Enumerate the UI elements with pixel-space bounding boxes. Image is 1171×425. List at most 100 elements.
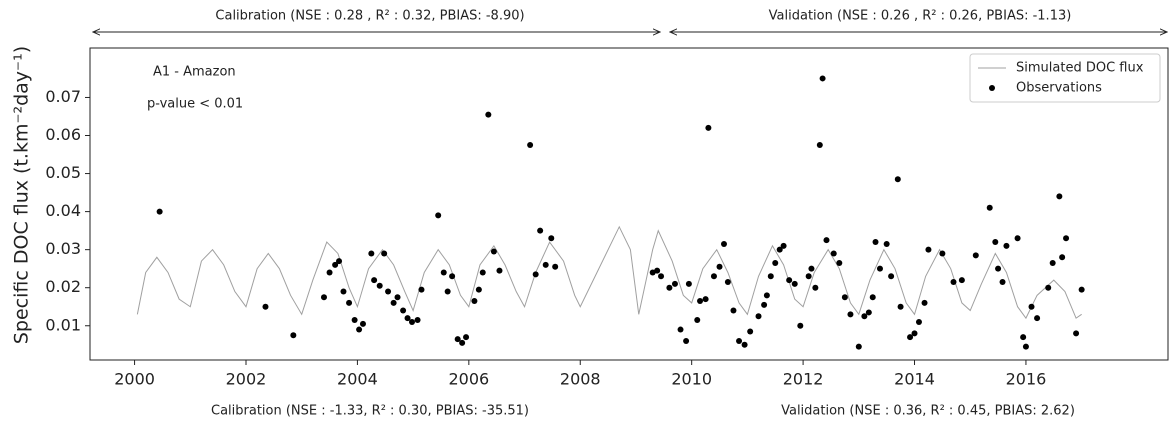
observation-point (776, 246, 783, 253)
observation-point (435, 212, 442, 219)
y-tick-label: 0.06 (45, 125, 81, 144)
observation-point (847, 311, 854, 318)
observation-point (1078, 286, 1085, 293)
y-tick-label: 0.05 (45, 163, 81, 182)
observation-point (894, 176, 901, 183)
observation-point (702, 296, 709, 303)
legend-swatch (989, 85, 995, 91)
observation-point (972, 252, 979, 259)
observation-point (921, 299, 928, 306)
observation-point (772, 259, 779, 266)
legend-label: Observations (1016, 81, 1102, 96)
observation-point (418, 286, 425, 293)
observation-point (336, 258, 343, 265)
observation-point (694, 317, 701, 324)
x-tick-label: 2004 (337, 370, 378, 389)
observation-point (836, 259, 843, 266)
observation-point (666, 284, 673, 291)
simulated-line (136, 225, 1082, 320)
x-tick-label: 2008 (560, 370, 601, 389)
observation-point (496, 267, 503, 274)
observation-point (390, 299, 397, 306)
observation-point (958, 277, 965, 284)
top-label: Validation (NSE : 0.26 , R² : 0.26, PBIA… (769, 9, 1072, 24)
observation-point (1059, 254, 1066, 261)
observation-point (394, 294, 401, 301)
observation-point (454, 336, 461, 343)
observation-point (371, 277, 378, 284)
observation-point (888, 273, 895, 280)
observation-point (816, 142, 823, 149)
observation-point (1022, 343, 1029, 350)
observation-point (911, 330, 918, 337)
observation-point (479, 269, 486, 276)
observation-point (876, 265, 883, 272)
plot-frame (89, 47, 1169, 361)
observation-point (548, 235, 555, 242)
observation-point (995, 265, 1002, 272)
observation-point (400, 307, 407, 314)
x-tick-label: 2010 (671, 370, 712, 389)
observation-point (705, 124, 712, 131)
observation-point (654, 267, 661, 274)
x-tick-label: 2014 (894, 370, 935, 389)
observation-point (791, 280, 798, 287)
observation-point (262, 303, 269, 310)
observation-point (351, 317, 358, 324)
observation-point (440, 269, 447, 276)
observation-point (883, 240, 890, 247)
observation-point (444, 288, 451, 295)
observation-point (716, 263, 723, 270)
observation-point (156, 208, 163, 215)
observation-point (542, 261, 549, 268)
observation-point (340, 288, 347, 295)
legend-label: Simulated DOC flux (1016, 61, 1144, 76)
observation-point (897, 303, 904, 310)
observation-point (861, 313, 868, 320)
observation-point (485, 111, 492, 118)
observation-point (356, 326, 363, 333)
observation-point (999, 279, 1006, 285)
observation-point (736, 337, 743, 344)
observation-point (747, 328, 754, 335)
observation-point (404, 315, 411, 322)
y-axis-label: Specific DOC flux (t.km⁻²day⁻¹) (11, 46, 33, 344)
observation-point (730, 307, 737, 314)
y-tick-label: 0.03 (45, 239, 81, 258)
observation-point (1003, 242, 1010, 249)
observation-point (376, 282, 383, 289)
observation-point (527, 142, 534, 149)
bottom-label: Validation (NSE : 0.36, R² : 0.45, PBIAS… (781, 404, 1075, 419)
observation-point (780, 242, 787, 249)
observation-point (671, 280, 678, 287)
observation-point (841, 294, 848, 301)
observation-point (552, 263, 559, 270)
observation-point (290, 332, 297, 339)
observation-point (808, 265, 815, 272)
observation-point (368, 250, 375, 257)
x-tick-label: 2000 (114, 370, 155, 389)
observation-point (872, 239, 879, 246)
observation-point (359, 320, 366, 327)
observation-point (819, 75, 826, 82)
observation-point (812, 284, 819, 291)
observation-point (677, 326, 684, 333)
observation-point (992, 239, 999, 246)
observation-point (475, 286, 482, 293)
observation-point (724, 279, 731, 285)
annotation: A1 - Amazon (153, 65, 236, 80)
observation-point (1034, 315, 1041, 322)
observation-point (320, 294, 327, 301)
observation-point (797, 322, 804, 329)
observation-point (381, 250, 388, 257)
observation-point (761, 301, 768, 308)
y-tick-label: 0.01 (45, 315, 81, 334)
observation-point (755, 313, 762, 320)
y-tick-label: 0.04 (45, 201, 81, 220)
x-tick-label: 2016 (1006, 370, 1047, 389)
observation-point (1014, 235, 1021, 242)
x-tick-label: 2006 (448, 370, 489, 389)
observation-point (1045, 284, 1052, 291)
observation-point (823, 237, 830, 244)
observation-point (720, 240, 727, 247)
